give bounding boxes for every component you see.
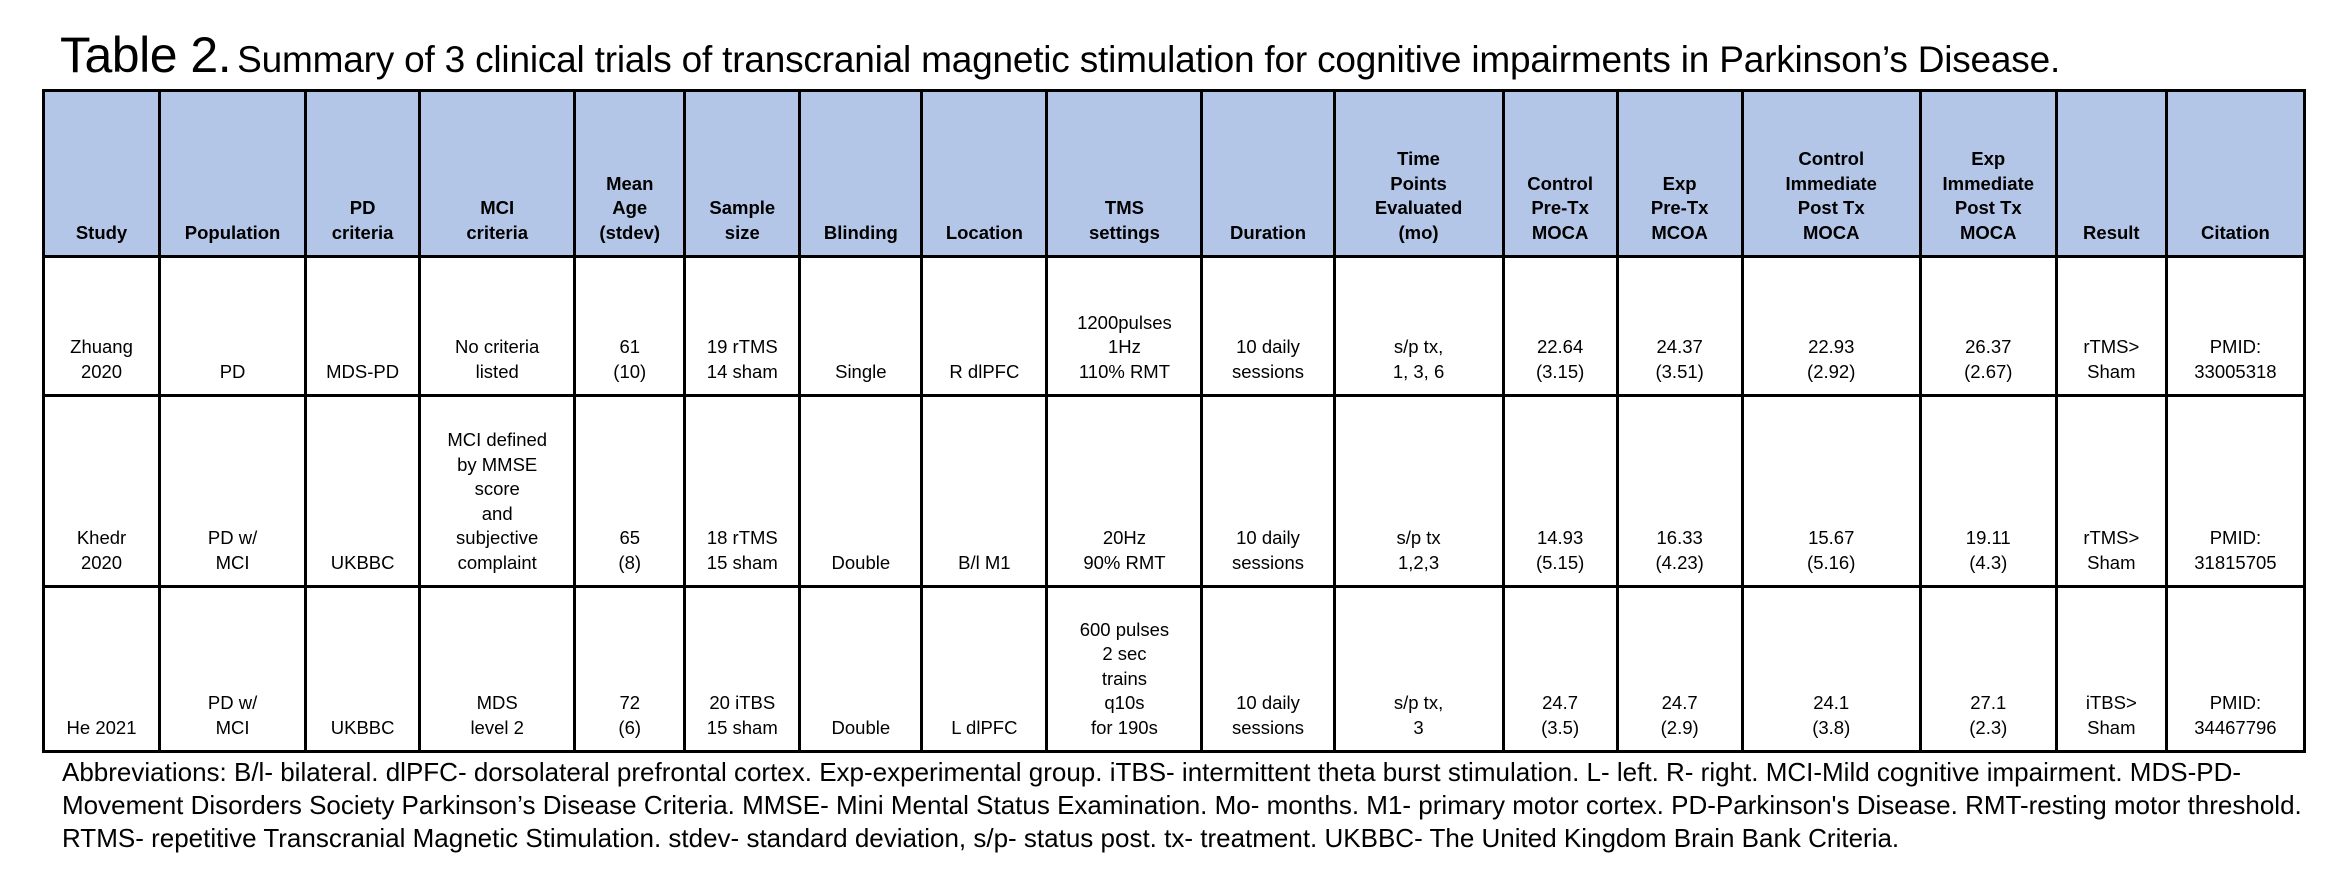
cell-result: rTMS> Sham: [2054, 394, 2168, 588]
table-row: Khedr 2020 PD w/ MCI UKBBC MCI defined b…: [41, 394, 2307, 588]
header-exp-pre-tx: Exp Pre-Tx MCOA: [1615, 89, 1744, 258]
cell-mci-criteria: No criteria listed: [418, 255, 577, 397]
cell-result: rTMS> Sham: [2054, 255, 2168, 397]
abbreviations-note: Abbreviations: B/l- bilateral. dlPFC- do…: [62, 757, 2302, 853]
cell-exp-post-tx: 27.1 (2.3): [1918, 585, 2058, 753]
cell-citation: PMID: 33005318: [2164, 255, 2307, 397]
header-study: Study: [41, 89, 162, 258]
cell-control-post-tx: 22.93 (2.92): [1740, 255, 1922, 397]
cell-duration: 10 daily sessions: [1200, 255, 1336, 397]
cell-exp-pre-tx: 24.7 (2.9): [1615, 585, 1744, 753]
header-blinding: Blinding: [798, 89, 924, 258]
cell-mean-age: 65 (8): [573, 394, 687, 588]
cell-exp-pre-tx: 24.37 (3.51): [1615, 255, 1744, 397]
cell-tms-settings: 1200pulses 1Hz 110% RMT: [1045, 255, 1204, 397]
cell-study: He 2021: [41, 585, 162, 753]
header-result: Result: [2054, 89, 2168, 258]
cell-duration: 10 daily sessions: [1200, 394, 1336, 588]
cell-citation: PMID: 34467796: [2164, 585, 2307, 753]
cell-population: PD: [158, 255, 308, 397]
cell-pd-criteria: UKBBC: [304, 394, 422, 588]
cell-duration: 10 daily sessions: [1200, 585, 1336, 753]
table-row: He 2021 PD w/ MCI UKBBC MDS level 2 72 (…: [41, 585, 2307, 753]
header-tms-settings: TMS settings: [1045, 89, 1204, 258]
cell-location: L dlPFC: [920, 585, 1049, 753]
trials-table: Study Population PD criteria MCI criteri…: [41, 89, 2307, 753]
cell-result: iTBS> Sham: [2054, 585, 2168, 753]
cell-control-pre-tx: 22.64 (3.15): [1501, 255, 1619, 397]
header-pd-criteria: PD criteria: [304, 89, 422, 258]
cell-control-post-tx: 15.67 (5.16): [1740, 394, 1922, 588]
header-exp-post-tx: Exp Immediate Post Tx MOCA: [1918, 89, 2058, 258]
header-mci-criteria: MCI criteria: [418, 89, 577, 258]
cell-tms-settings: 20Hz 90% RMT: [1045, 394, 1204, 588]
header-row: Study Population PD criteria MCI criteri…: [41, 89, 2307, 258]
cell-exp-post-tx: 26.37 (2.67): [1918, 255, 2058, 397]
cell-time-points: s/p tx 1,2,3: [1332, 394, 1505, 588]
table-caption: Summary of 3 clinical trials of transcra…: [237, 39, 2061, 80]
cell-blinding: Single: [798, 255, 924, 397]
cell-location: B/l M1: [920, 394, 1049, 588]
header-population: Population: [158, 89, 308, 258]
cell-sample-size: 18 rTMS 15 sham: [683, 394, 802, 588]
table-title: Table 2. Summary of 3 clinical trials of …: [60, 26, 2060, 84]
cell-mci-criteria: MDS level 2: [418, 585, 577, 753]
header-location: Location: [920, 89, 1049, 258]
cell-citation: PMID: 31815705: [2164, 394, 2307, 588]
cell-population: PD w/ MCI: [158, 394, 308, 588]
cell-location: R dlPFC: [920, 255, 1049, 397]
cell-sample-size: 19 rTMS 14 sham: [683, 255, 802, 397]
header-duration: Duration: [1200, 89, 1336, 258]
cell-exp-pre-tx: 16.33 (4.23): [1615, 394, 1744, 588]
cell-time-points: s/p tx, 3: [1332, 585, 1505, 753]
cell-study: Khedr 2020: [41, 394, 162, 588]
cell-time-points: s/p tx, 1, 3, 6: [1332, 255, 1505, 397]
cell-control-pre-tx: 24.7 (3.5): [1501, 585, 1619, 753]
cell-control-pre-tx: 14.93 (5.15): [1501, 394, 1619, 588]
header-time-points: Time Points Evaluated (mo): [1332, 89, 1505, 258]
cell-population: PD w/ MCI: [158, 585, 308, 753]
cell-mci-criteria: MCI defined by MMSE score and subjective…: [418, 394, 577, 588]
cell-mean-age: 72 (6): [573, 585, 687, 753]
cell-exp-post-tx: 19.11 (4.3): [1918, 394, 2058, 588]
cell-blinding: Double: [798, 585, 924, 753]
table-row: Zhuang 2020 PD MDS-PD No criteria listed…: [41, 255, 2307, 397]
header-mean-age: Mean Age (stdev): [573, 89, 687, 258]
cell-mean-age: 61 (10): [573, 255, 687, 397]
header-citation: Citation: [2164, 89, 2307, 258]
cell-control-post-tx: 24.1 (3.8): [1740, 585, 1922, 753]
cell-blinding: Double: [798, 394, 924, 588]
cell-study: Zhuang 2020: [41, 255, 162, 397]
cell-tms-settings: 600 pulses 2 sec trains q10s for 190s: [1045, 585, 1204, 753]
header-control-post-tx: Control Immediate Post Tx MOCA: [1740, 89, 1922, 258]
cell-pd-criteria: MDS-PD: [304, 255, 422, 397]
header-control-pre-tx: Control Pre-Tx MOCA: [1501, 89, 1619, 258]
cell-sample-size: 20 iTBS 15 sham: [683, 585, 802, 753]
table-number: Table 2.: [60, 27, 232, 83]
header-sample-size: Sample size: [683, 89, 802, 258]
cell-pd-criteria: UKBBC: [304, 585, 422, 753]
